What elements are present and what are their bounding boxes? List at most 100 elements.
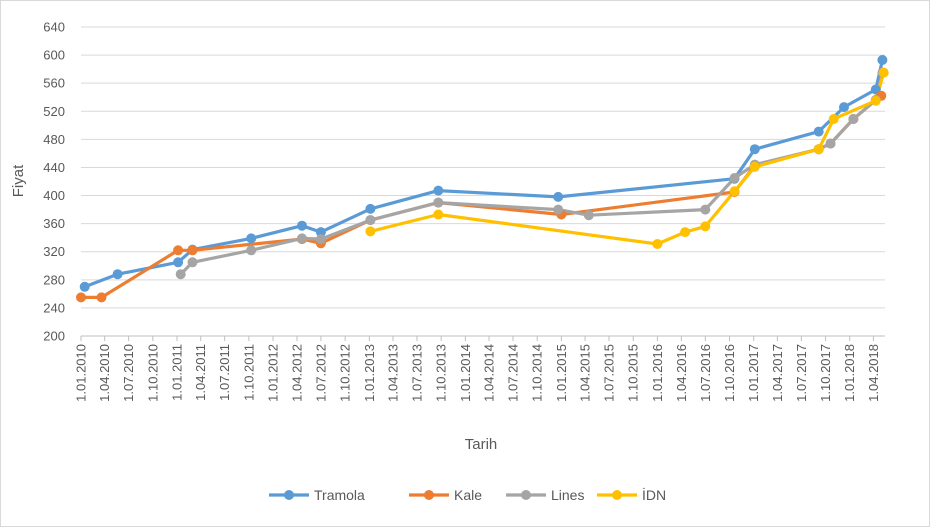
data-point (76, 292, 86, 303)
data-point (96, 292, 107, 303)
y-tick-label: 600 (43, 48, 65, 63)
legend-label: Lines (551, 487, 584, 503)
x-tick-label: 1.01.2017 (746, 344, 761, 402)
x-tick-label: 1.04.2014 (482, 344, 497, 402)
y-tick-label: 440 (43, 160, 65, 175)
y-tick-label: 400 (43, 188, 65, 203)
data-point (749, 144, 760, 155)
legend-swatch-marker (612, 490, 622, 500)
x-tick-label: 1.07.2011 (217, 344, 232, 401)
data-point (749, 161, 760, 172)
data-point (365, 226, 376, 237)
data-point (700, 204, 711, 215)
series-line-1 (81, 94, 883, 299)
x-tick-label: 1.10.2014 (530, 344, 545, 402)
legend-label: Kale (454, 487, 482, 503)
x-tick-label: 1.10.2017 (818, 344, 833, 402)
legend-swatch-marker (424, 490, 434, 500)
x-tick-label: 1.10.2013 (434, 344, 449, 402)
x-tick-label: 1.10.2012 (338, 344, 353, 402)
x-tick-label: 1.01.2010 (74, 344, 89, 402)
x-tick-label: 1.10.2016 (722, 344, 737, 402)
data-point (729, 173, 740, 183)
x-tick-label: 1.07.2010 (121, 344, 136, 402)
x-tick-label: 1.07.2015 (602, 344, 617, 402)
y-axis-title: Fiyat (10, 164, 27, 197)
series-markers (76, 55, 889, 303)
data-point (848, 114, 859, 124)
x-tick-label: 1.01.2014 (458, 344, 473, 402)
x-tick-label: 1.04.2016 (674, 344, 689, 402)
x-tick-label: 1.04.2011 (193, 344, 208, 401)
data-point (680, 227, 691, 238)
data-point (433, 209, 444, 220)
gridlines (81, 26, 885, 309)
data-point (187, 245, 198, 256)
data-point (297, 233, 307, 244)
data-point (79, 281, 90, 292)
legend-label: İDN (642, 486, 666, 503)
legend-swatch-marker (284, 490, 294, 500)
data-point (246, 245, 257, 256)
series-lines (81, 59, 886, 299)
x-tick-label: 1.04.2017 (770, 344, 785, 402)
data-point (187, 257, 198, 268)
x-tick-label: 1.07.2016 (698, 344, 713, 402)
data-point (878, 67, 889, 78)
data-point (315, 234, 326, 245)
y-tick-label: 200 (43, 329, 65, 344)
y-tick-label: 280 (43, 272, 65, 287)
data-point (828, 114, 839, 124)
data-point (652, 239, 663, 249)
x-tick-label: 1.10.2011 (241, 344, 256, 401)
x-tick-label: 1.07.2017 (794, 344, 809, 402)
y-tick-label: 480 (43, 132, 65, 147)
legend: Tramola Kale Lines İDN (269, 486, 666, 503)
x-tick-label: 1.04.2018 (866, 344, 881, 402)
x-tick-label: 1.04.2010 (97, 344, 112, 402)
x-tick-label: 1.07.2014 (505, 344, 520, 402)
data-point (112, 269, 123, 280)
y-tick-label: 640 (43, 20, 65, 35)
x-axis-title: Tarih (465, 436, 498, 453)
series-line-3 (370, 72, 886, 246)
data-point (877, 55, 888, 65)
data-point (583, 210, 594, 221)
data-point (433, 197, 444, 208)
y-tick-label: 240 (43, 300, 65, 315)
series-line-2 (179, 72, 884, 276)
y-tick-label: 520 (43, 104, 65, 119)
data-point (813, 144, 824, 155)
data-point (729, 186, 740, 197)
x-tick-label: 1.04.2012 (289, 344, 304, 402)
data-point (553, 191, 564, 202)
data-point (173, 257, 184, 268)
x-tick-label: 1.01.2016 (650, 344, 665, 402)
x-tick-label: 1.04.2013 (386, 344, 401, 402)
y-tick-label: 360 (43, 216, 65, 231)
data-point (700, 221, 711, 232)
data-point (553, 204, 564, 215)
y-tick-label: 320 (43, 244, 65, 259)
data-point (297, 220, 307, 231)
series-line-0 (84, 59, 884, 289)
x-tick-label: 1.04.2015 (578, 344, 593, 402)
x-tick-label: 1.01.2013 (362, 344, 377, 402)
x-tick-label: 1.01.2011 (170, 344, 185, 401)
x-tick-label: 1.10.2010 (145, 344, 160, 402)
data-point (870, 95, 881, 106)
data-point (839, 102, 849, 113)
data-point (173, 245, 184, 256)
x-tick-label: 1.01.2012 (266, 344, 281, 402)
data-point (365, 203, 376, 214)
data-point (175, 269, 186, 280)
data-point (825, 138, 836, 149)
x-axis-ticks: 1.01.2010 1.04.2010 1.07.2010 1.10.2010 1.01… (74, 336, 881, 402)
x-tick-label: 1.07.2012 (313, 344, 328, 402)
x-tick-label: 1.01.2015 (554, 344, 569, 402)
x-tick-label: 1.10.2015 (626, 344, 641, 402)
legend-label: Tramola (314, 487, 365, 503)
y-tick-label: 560 (43, 76, 65, 91)
